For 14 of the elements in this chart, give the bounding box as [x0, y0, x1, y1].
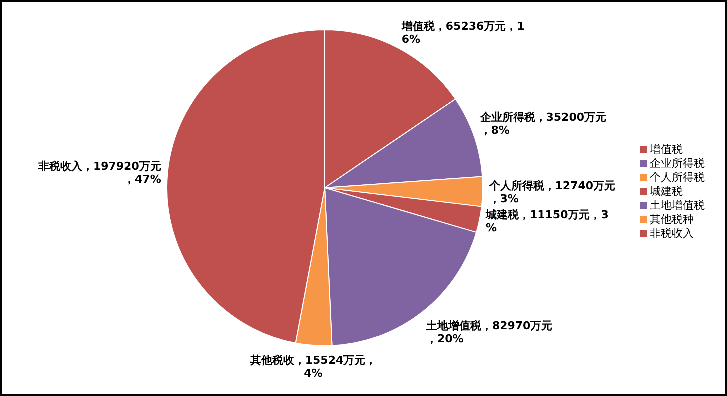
- data-label: 个人所得税，12740万元，3%: [488, 179, 616, 206]
- data-label: 增值税，65236万元，16%: [400, 20, 525, 46]
- legend-label: 城建税: [649, 185, 683, 198]
- data-label: 土地增值税，82970万元，20%: [425, 319, 553, 346]
- legend-label: 其他税种: [650, 213, 694, 226]
- data-label: 非税收入，197920万元，47%: [37, 160, 162, 186]
- legend-label: 土地增值税: [650, 199, 705, 212]
- data-label: 其他税收，15524万元，4%: [249, 354, 377, 380]
- data-label: 企业所得税，35200万元，8%: [479, 111, 607, 138]
- legend-label: 非税收入: [650, 227, 694, 240]
- legend-label: 个人所得税: [650, 171, 705, 184]
- legend-label: 企业所得税: [650, 157, 705, 170]
- data-label: 城建税，11150万元，3%: [484, 208, 609, 235]
- legend-label: 增值税: [649, 143, 683, 156]
